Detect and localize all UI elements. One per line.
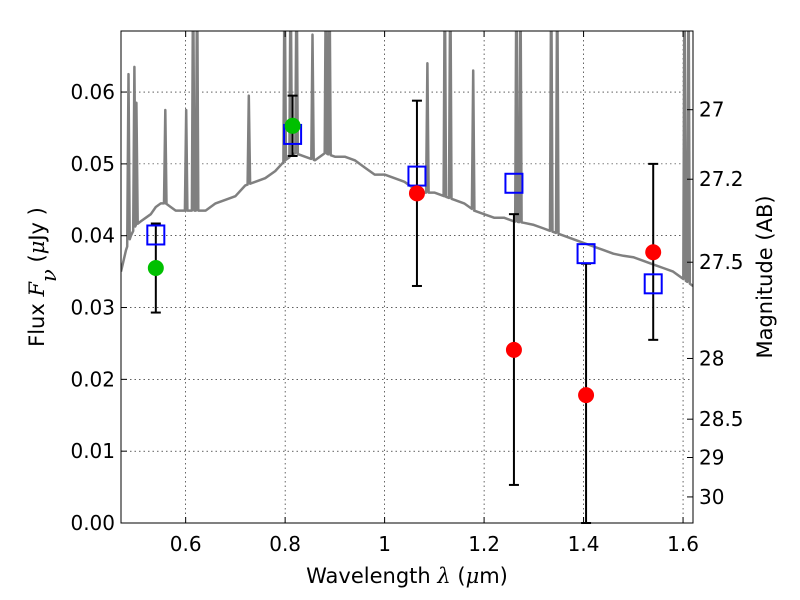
y-axis-title-mid: ( (25, 254, 49, 269)
y2-tick-label: 29 (699, 445, 724, 469)
y-tick-label: 0.06 (70, 80, 115, 104)
y-tick-label: 0.01 (70, 439, 115, 463)
y2-tick-label: 27.2 (699, 167, 744, 191)
y2-tick-label: 27 (699, 98, 724, 122)
y-tick-label: 0.04 (70, 224, 115, 248)
y2-tick-label: 27.5 (699, 250, 744, 274)
y-axis-title-symbol: F (25, 281, 49, 298)
x-tick-label: 1.4 (568, 532, 600, 556)
model-photometry-square (643, 273, 663, 295)
y-axis-title-subscript: ν (37, 269, 61, 282)
tick-labels: 0.6 0.8 1 1.2 1.4 1.6 0.00 0.01 0.02 0.03 0.04 0.05… (70, 80, 743, 556)
x-tick-label: 1.6 (667, 532, 699, 556)
observed-flux-point (505, 341, 522, 358)
x-axis-title-unit-rest: m) (479, 564, 508, 588)
y2-tick-label: 28 (699, 346, 724, 370)
error-bar-layer (150, 94, 659, 524)
model-photometry-square (504, 172, 524, 194)
observed-flux-point (284, 117, 301, 134)
tick-marks (121, 31, 693, 524)
model-photometry-square (146, 224, 166, 246)
model-sed-line (121, 31, 693, 287)
y2-axis-title: Magnitude (AB) (753, 195, 777, 358)
observed-flux-point (578, 387, 595, 404)
x-axis-title: Wavelength λ (μm) (306, 564, 508, 588)
x-tick-label: 0.6 (170, 532, 202, 556)
y-axis-title: Flux Fν (μJy ) (25, 207, 61, 347)
model-sed-layer (121, 31, 693, 287)
x-axis-title-mu: μ (466, 564, 480, 588)
observed-flux-point (147, 260, 164, 277)
y2-tick-label: 30 (699, 485, 724, 509)
y-tick-label: 0.03 (70, 296, 115, 320)
marker-layer (146, 117, 663, 404)
x-tick-label: 0.8 (269, 532, 301, 556)
y-axis-title-prefix: Flux (25, 297, 49, 347)
x-tick-label: 1 (378, 532, 391, 556)
x-axis-title-prefix: Wavelength (306, 564, 437, 588)
y-tick-label: 0.00 (70, 511, 115, 535)
observed-flux-point (408, 185, 425, 202)
y2-tick-label: 28.5 (699, 407, 744, 431)
y-tick-label: 0.02 (70, 367, 115, 391)
y-axis-title-mu: μ (25, 241, 49, 255)
grid-lines (121, 31, 693, 524)
plot-frame (120, 30, 694, 524)
model-photometry-square (576, 243, 596, 265)
x-axis-title-unit-open: ( (451, 564, 466, 588)
y-axis-title-unit-rest: Jy ) (25, 207, 49, 243)
observed-flux-point (645, 244, 662, 261)
y-tick-label: 0.05 (70, 152, 115, 176)
x-tick-label: 1.2 (468, 532, 500, 556)
x-axis-title-symbol: λ (436, 564, 450, 588)
